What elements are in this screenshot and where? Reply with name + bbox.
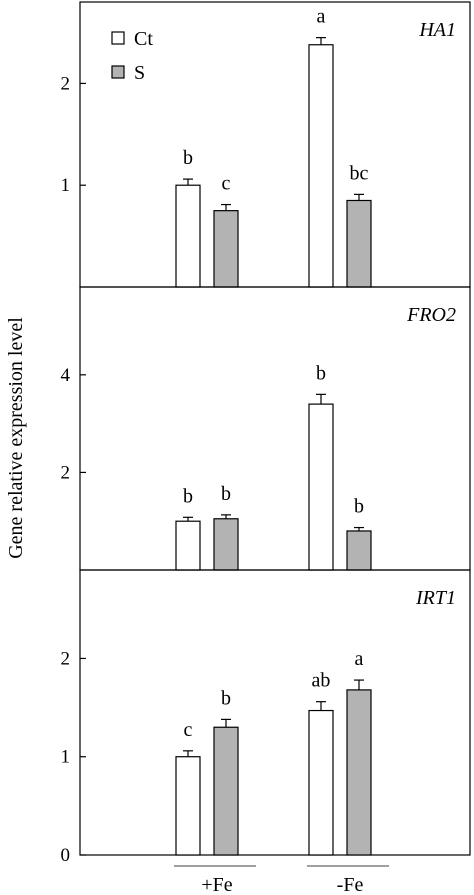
significance-letter: b [354, 496, 364, 518]
bar-ct [175, 520, 201, 571]
category-label: -Fe [337, 874, 364, 895]
bar-s [213, 210, 239, 288]
legend-swatch [111, 31, 125, 45]
bar-ct [308, 709, 334, 856]
y-tick-label: 2 [61, 648, 71, 669]
y-tick-label: 2 [61, 462, 71, 483]
legend-label: Ct [134, 28, 153, 50]
y-axis-label: Gene relative expression level [5, 317, 27, 559]
bar-s [213, 726, 239, 856]
bar-s [346, 689, 372, 856]
panel-frame [79, 569, 471, 856]
gene-label: HA1 [418, 19, 456, 41]
bar-ct [308, 403, 334, 571]
significance-letter: ab [312, 670, 331, 692]
y-tick-label: 2 [61, 73, 71, 94]
significance-letter: c [184, 719, 193, 741]
significance-letter: c [222, 173, 231, 195]
y-tick-label: 4 [61, 365, 71, 386]
significance-letter: a [317, 6, 326, 28]
y-tick-label: 1 [61, 747, 71, 768]
significance-letter: b [221, 483, 231, 505]
significance-letter: b [183, 485, 193, 507]
gene-label: FRO2 [406, 304, 456, 326]
bar-s [346, 530, 372, 571]
significance-letter: bc [350, 162, 369, 184]
significance-letter: a [355, 648, 364, 670]
bar-ct [308, 44, 334, 288]
bar-ct [175, 184, 201, 288]
bar-s [346, 199, 372, 288]
significance-letter: b [183, 147, 193, 169]
legend-label: S [134, 62, 145, 84]
bar-ct [175, 756, 201, 856]
category-label: +Fe [201, 874, 232, 895]
significance-letter: b [316, 362, 326, 384]
bar-s [213, 518, 239, 571]
y-tick-label: 0 [61, 845, 71, 866]
gene-label: IRT1 [415, 587, 456, 609]
panel-frame [79, 286, 471, 571]
legend-swatch [111, 65, 125, 79]
significance-letter: b [221, 687, 231, 709]
y-tick-label: 1 [61, 175, 71, 196]
